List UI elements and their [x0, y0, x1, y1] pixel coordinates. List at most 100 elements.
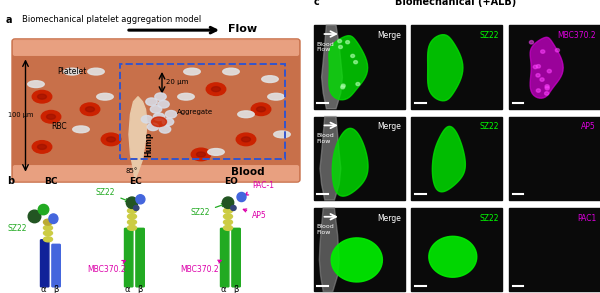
Ellipse shape	[28, 210, 41, 223]
Ellipse shape	[37, 94, 47, 99]
Ellipse shape	[237, 193, 246, 202]
Ellipse shape	[257, 107, 265, 112]
Polygon shape	[332, 128, 368, 196]
Polygon shape	[428, 35, 463, 101]
Ellipse shape	[236, 133, 256, 146]
Bar	[314, 117, 405, 200]
Ellipse shape	[128, 214, 137, 219]
Ellipse shape	[49, 214, 58, 224]
Ellipse shape	[338, 40, 341, 43]
Text: Merge: Merge	[377, 122, 401, 131]
Polygon shape	[433, 126, 466, 192]
Text: SZ22: SZ22	[479, 214, 499, 223]
Bar	[411, 117, 502, 200]
Ellipse shape	[274, 131, 290, 138]
Ellipse shape	[533, 65, 538, 69]
Ellipse shape	[223, 225, 233, 230]
Ellipse shape	[223, 220, 233, 225]
Polygon shape	[322, 25, 343, 109]
Ellipse shape	[536, 64, 541, 68]
Ellipse shape	[206, 83, 226, 96]
Ellipse shape	[136, 195, 145, 204]
Ellipse shape	[128, 208, 137, 213]
FancyBboxPatch shape	[125, 228, 133, 287]
Text: b: b	[7, 176, 14, 186]
FancyBboxPatch shape	[12, 39, 300, 182]
Ellipse shape	[353, 61, 358, 64]
Bar	[411, 208, 502, 292]
FancyBboxPatch shape	[14, 40, 299, 55]
Polygon shape	[319, 208, 339, 292]
FancyBboxPatch shape	[14, 166, 299, 181]
Ellipse shape	[127, 197, 138, 208]
Text: PAC1: PAC1	[577, 214, 596, 223]
Ellipse shape	[178, 93, 194, 100]
Ellipse shape	[536, 89, 541, 92]
Polygon shape	[329, 36, 368, 100]
Ellipse shape	[241, 137, 251, 142]
Ellipse shape	[197, 152, 205, 157]
Ellipse shape	[73, 126, 89, 133]
Ellipse shape	[536, 74, 540, 77]
Ellipse shape	[97, 93, 113, 100]
Ellipse shape	[356, 82, 360, 86]
Text: PAC-1: PAC-1	[245, 181, 274, 195]
Ellipse shape	[268, 93, 284, 100]
Ellipse shape	[37, 144, 47, 149]
Bar	[509, 25, 600, 109]
Polygon shape	[129, 97, 147, 180]
Ellipse shape	[541, 50, 545, 53]
Ellipse shape	[545, 85, 549, 88]
Text: a: a	[6, 15, 13, 25]
Bar	[120, 64, 285, 159]
Text: Merge: Merge	[377, 31, 401, 40]
FancyBboxPatch shape	[41, 240, 49, 287]
Text: Aggregate: Aggregate	[177, 109, 213, 115]
Bar	[509, 208, 600, 292]
Ellipse shape	[223, 214, 233, 219]
Text: Blood: Blood	[231, 166, 265, 177]
Ellipse shape	[540, 78, 544, 81]
Ellipse shape	[529, 40, 533, 44]
Ellipse shape	[154, 113, 164, 120]
Text: Biomechanical platelet aggregation model: Biomechanical platelet aggregation model	[23, 15, 202, 24]
FancyBboxPatch shape	[221, 228, 229, 287]
Text: β: β	[137, 285, 143, 293]
Text: MBC370.2: MBC370.2	[180, 260, 221, 275]
Ellipse shape	[148, 123, 158, 131]
Ellipse shape	[32, 141, 52, 153]
Ellipse shape	[208, 149, 224, 155]
Text: α: α	[41, 285, 46, 293]
Text: 20 μm: 20 μm	[167, 79, 189, 85]
Text: SZ22: SZ22	[479, 122, 499, 131]
Bar	[509, 117, 600, 200]
Text: 85°: 85°	[126, 168, 139, 174]
Ellipse shape	[44, 237, 53, 242]
Ellipse shape	[64, 68, 80, 75]
Text: RBC: RBC	[51, 122, 67, 131]
Ellipse shape	[341, 86, 344, 89]
Ellipse shape	[231, 205, 236, 210]
Text: Hump: Hump	[144, 132, 154, 157]
Polygon shape	[530, 37, 563, 98]
Ellipse shape	[191, 148, 211, 161]
Ellipse shape	[151, 105, 162, 113]
Ellipse shape	[346, 41, 350, 44]
Text: α: α	[125, 285, 130, 293]
Text: SZ22: SZ22	[191, 204, 224, 217]
Ellipse shape	[146, 98, 157, 105]
Ellipse shape	[262, 76, 278, 83]
Text: SZ22: SZ22	[479, 31, 499, 40]
Ellipse shape	[212, 87, 221, 92]
Ellipse shape	[133, 205, 139, 210]
Ellipse shape	[160, 126, 170, 133]
Text: AP5: AP5	[244, 209, 267, 219]
Text: EO: EO	[224, 178, 238, 186]
FancyBboxPatch shape	[136, 228, 144, 287]
Text: β: β	[233, 285, 239, 293]
Ellipse shape	[41, 110, 61, 123]
Ellipse shape	[341, 84, 345, 87]
Ellipse shape	[162, 118, 174, 126]
Ellipse shape	[44, 219, 53, 225]
Text: SZ22: SZ22	[96, 188, 129, 202]
